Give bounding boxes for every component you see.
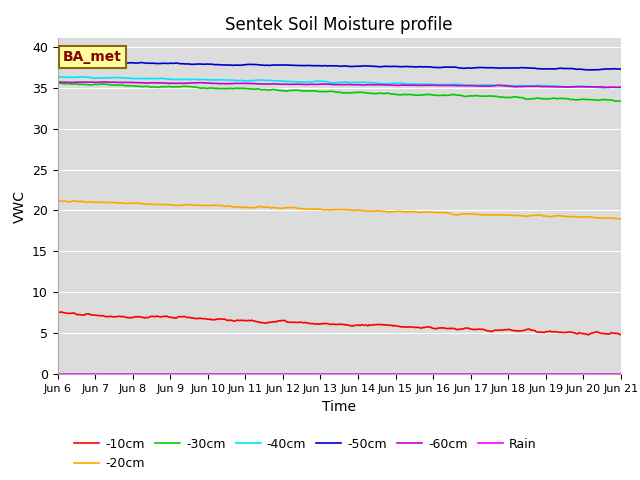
-20cm [324,207,332,213]
-20cm [389,209,397,215]
-20cm [617,216,625,222]
-10cm [617,332,625,338]
Rain [604,371,611,377]
-10cm [54,310,61,315]
-60cm [389,83,397,88]
-30cm [390,91,398,97]
-60cm [601,84,609,90]
Rain [515,371,523,377]
-20cm [54,198,61,204]
-20cm [604,215,611,221]
-60cm [321,82,329,87]
-10cm [584,332,592,338]
-20cm [614,216,622,222]
Rain [389,371,397,377]
-50cm [360,63,367,69]
-40cm [360,79,367,85]
-40cm [516,83,524,88]
Rain [321,371,329,377]
-40cm [76,74,84,80]
-10cm [326,322,333,327]
Title: Sentek Soil Moisture profile: Sentek Soil Moisture profile [225,16,453,34]
-10cm [323,321,330,326]
-60cm [54,79,61,84]
-50cm [586,67,594,73]
-50cm [91,59,99,65]
-30cm [516,95,524,100]
-30cm [56,80,64,86]
-50cm [390,63,398,69]
Line: -10cm: -10cm [58,312,621,335]
-30cm [612,98,620,104]
-10cm [605,331,613,337]
-60cm [617,84,625,90]
-40cm [390,80,398,86]
-40cm [326,80,333,85]
Line: -30cm: -30cm [58,83,621,101]
-40cm [600,85,608,91]
-30cm [617,98,625,104]
X-axis label: Time: Time [322,400,356,414]
Line: -40cm: -40cm [58,77,621,88]
-10cm [360,322,367,328]
-30cm [605,97,612,103]
-10cm [516,328,524,334]
Line: -60cm: -60cm [58,82,621,87]
-20cm [515,213,523,218]
-50cm [516,65,524,71]
Line: -50cm: -50cm [58,62,621,70]
Y-axis label: VWC: VWC [12,190,26,223]
-40cm [617,85,625,91]
-40cm [605,84,613,90]
Rain [54,371,61,377]
-50cm [617,66,625,72]
-10cm [55,309,63,315]
-40cm [323,79,330,84]
-50cm [326,63,333,69]
Rain [617,371,625,377]
-30cm [360,90,367,96]
-60cm [515,84,523,89]
-60cm [358,82,366,88]
-60cm [605,84,612,90]
Text: BA_met: BA_met [63,50,122,64]
-30cm [323,89,330,95]
-50cm [605,66,613,72]
Line: -20cm: -20cm [58,201,621,219]
-20cm [321,207,329,213]
-50cm [323,63,330,69]
-10cm [390,323,398,328]
-40cm [54,74,61,80]
-20cm [358,208,366,214]
-50cm [54,60,61,65]
-60cm [324,81,332,87]
Rain [358,371,366,377]
Legend: -10cm, -20cm, -30cm, -40cm, -50cm, -60cm, Rain: -10cm, -20cm, -30cm, -40cm, -50cm, -60cm… [74,438,537,470]
-30cm [326,88,333,94]
-30cm [54,80,61,86]
Rain [324,371,332,377]
